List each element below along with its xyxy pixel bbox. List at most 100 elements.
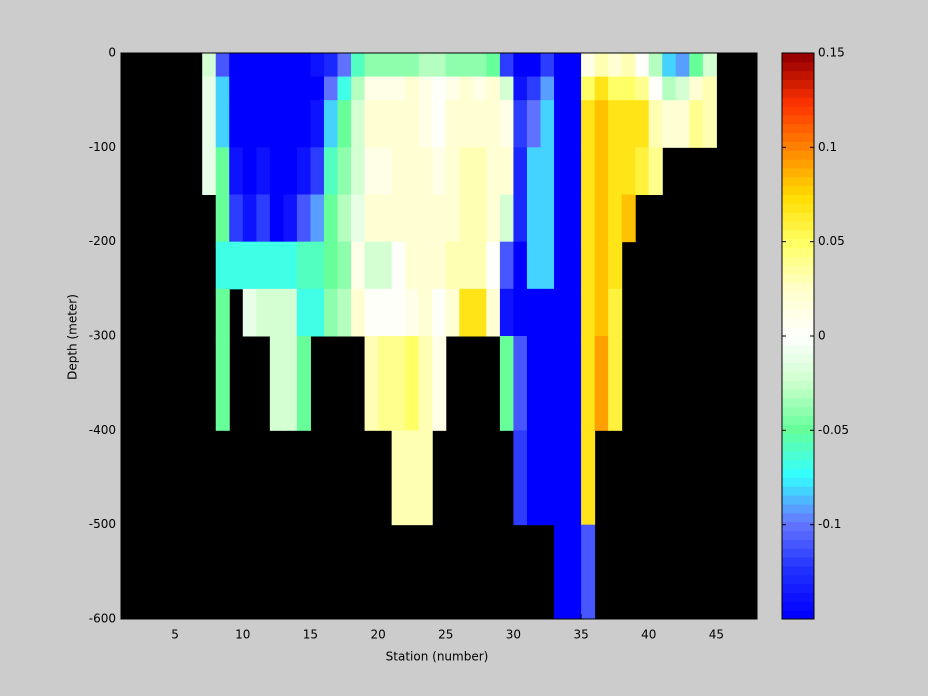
- colorbar-step: [782, 415, 814, 425]
- heatmap-cell: [567, 100, 582, 148]
- colorbar-tick-label: 0.1: [818, 140, 837, 154]
- x-axis-label: Station (number): [386, 650, 489, 664]
- colorbar-step: [782, 79, 814, 89]
- colorbar-step: [782, 247, 814, 257]
- heatmap-cell: [337, 147, 352, 195]
- heatmap-cell: [472, 53, 487, 78]
- heatmap-cell: [608, 241, 623, 290]
- heatmap-cell: [296, 241, 311, 290]
- heatmap-cell: [215, 288, 230, 337]
- colorbar-step: [782, 309, 814, 319]
- heatmap-cell: [526, 288, 541, 337]
- heatmap-cell: [554, 194, 569, 243]
- heatmap-cell: [662, 100, 677, 148]
- colorbar-step: [782, 557, 814, 567]
- heatmap-cell: [432, 147, 447, 195]
- heatmap-cell: [432, 194, 447, 243]
- heatmap-cell: [459, 100, 474, 148]
- colorbar-step: [782, 256, 814, 266]
- heatmap-cell: [499, 288, 514, 337]
- colorbar-step: [782, 512, 814, 523]
- heatmap-cell: [378, 100, 393, 148]
- heatmap-cell: [648, 53, 663, 78]
- heatmap-cell: [594, 241, 609, 290]
- heatmap-cell: [540, 100, 555, 148]
- y-tick-label: -300: [89, 329, 116, 343]
- y-tick-label: -100: [89, 140, 116, 154]
- heatmap-cell: [445, 241, 460, 290]
- heatmap-cell: [486, 147, 501, 195]
- heatmap-cell: [296, 147, 311, 195]
- heatmap-cell: [526, 194, 541, 243]
- heatmap-cell: [581, 53, 596, 78]
- colorbar-step: [782, 229, 814, 240]
- heatmap-cell: [499, 241, 514, 290]
- heatmap-cell: [418, 147, 433, 195]
- heatmap-cell: [554, 430, 569, 526]
- heatmap-cell: [486, 53, 501, 78]
- x-tick-label: 30: [506, 628, 521, 642]
- colorbar-step: [782, 221, 814, 231]
- heatmap-cell: [256, 100, 271, 148]
- colorbar-step: [782, 194, 814, 204]
- heatmap-cell: [581, 524, 596, 620]
- heatmap-cell: [608, 76, 623, 101]
- heatmap-cell: [472, 241, 487, 290]
- heatmap-cell: [608, 147, 623, 195]
- colorbar-step: [782, 265, 814, 275]
- heatmap-cell: [418, 76, 433, 101]
- heatmap-cell: [567, 194, 582, 243]
- y-tick-label: -500: [89, 517, 116, 531]
- heatmap-cell: [675, 100, 690, 148]
- heatmap-cell: [323, 76, 339, 101]
- colorbar-frame: [781, 52, 815, 620]
- heatmap-cell: [554, 147, 569, 195]
- heatmap-cell: [513, 53, 528, 78]
- heatmap-cell: [513, 288, 528, 337]
- heatmap-cell: [351, 100, 366, 148]
- heatmap-cell: [296, 288, 311, 337]
- x-tick-label: 45: [709, 628, 724, 642]
- heatmap-cell: [445, 288, 460, 337]
- heatmap-cell: [351, 194, 366, 243]
- heatmap-cell: [283, 147, 298, 195]
- heatmap-cell: [567, 241, 582, 290]
- heatmap-cell: [526, 76, 541, 101]
- heatmap-cell: [269, 336, 284, 431]
- colorbar-step: [782, 592, 814, 602]
- heatmap-cell: [418, 53, 433, 78]
- colorbar-step: [782, 504, 814, 514]
- heatmap-cell: [364, 241, 379, 290]
- heatmap-cell: [635, 147, 650, 195]
- heatmap-cell: [405, 100, 420, 148]
- heatmap-cell: [351, 241, 366, 290]
- colorbar-step: [782, 477, 814, 487]
- heatmap-cell: [432, 76, 447, 101]
- heatmap-cell: [540, 147, 555, 195]
- heatmap-cell: [256, 76, 271, 101]
- heatmap-cell: [608, 336, 623, 431]
- heatmap-cell: [554, 524, 569, 620]
- heatmap-cell: [378, 53, 393, 78]
- heatmap-cell: [364, 336, 379, 431]
- heatmap-cell: [513, 336, 528, 431]
- colorbar-step: [782, 353, 814, 364]
- heatmap-cell: [391, 336, 406, 431]
- heatmap-cell: [229, 241, 244, 290]
- heatmap-cell: [472, 76, 487, 101]
- heatmap-cell: [594, 336, 609, 431]
- y-axis-label: Depth (meter): [66, 294, 80, 380]
- heatmap-cell: [702, 53, 717, 78]
- heatmap-cell: [215, 147, 230, 195]
- heatmap-cell: [310, 194, 325, 243]
- x-tick-label: 40: [641, 628, 656, 642]
- heatmap-cell: [364, 100, 379, 148]
- heatmap-cell: [229, 100, 244, 148]
- heatmap-cell: [702, 76, 717, 101]
- x-tick-label: 5: [171, 628, 179, 642]
- heatmap-cell: [418, 194, 433, 243]
- colorbar-step: [782, 212, 814, 222]
- heatmap-cell: [526, 336, 541, 431]
- heatmap-cell: [283, 194, 298, 243]
